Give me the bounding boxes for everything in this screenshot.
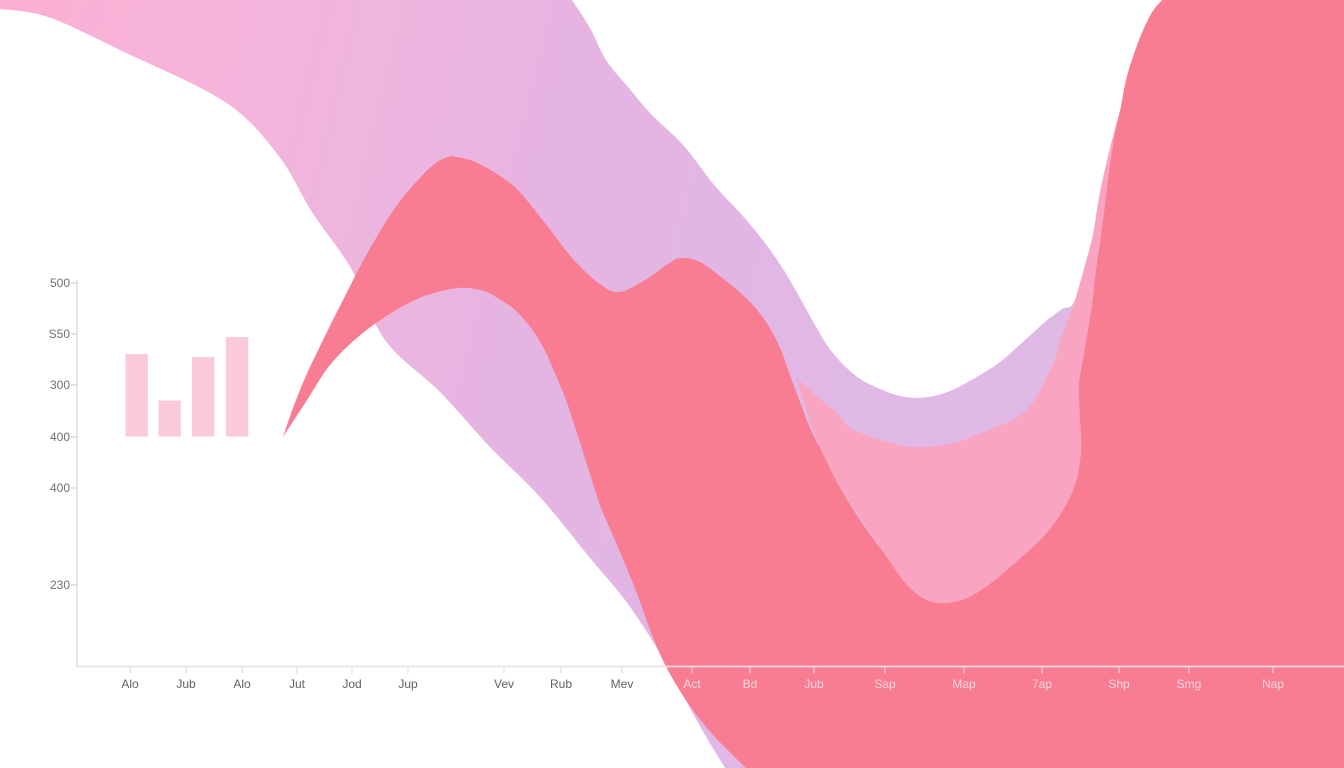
svg-text:Act: Act [683,677,701,691]
svg-text:Smg: Smg [1177,677,1202,691]
svg-text:Vev: Vev [494,677,514,691]
svg-text:Jod: Jod [342,677,361,691]
svg-text:Shp: Shp [1108,677,1130,691]
svg-text:S50: S50 [49,327,71,341]
svg-text:Jub: Jub [176,677,196,691]
svg-text:Jut: Jut [289,677,306,691]
svg-text:Map: Map [952,677,976,691]
svg-text:300: 300 [50,378,70,392]
svg-text:Bd: Bd [743,677,758,691]
svg-text:400: 400 [50,481,70,495]
svg-text:Rub: Rub [550,677,572,691]
svg-text:Nap: Nap [1262,677,1284,691]
svg-text:500: 500 [50,276,70,290]
svg-text:Jup: Jup [398,677,418,691]
svg-text:Alo: Alo [233,677,251,691]
svg-text:400: 400 [50,430,70,444]
svg-text:Jub: Jub [804,677,824,691]
svg-text:230: 230 [50,578,70,592]
svg-text:Alo: Alo [121,677,139,691]
svg-text:Sap: Sap [874,677,896,691]
svg-text:Mev: Mev [611,677,634,691]
svg-text:7ap: 7ap [1032,677,1052,691]
